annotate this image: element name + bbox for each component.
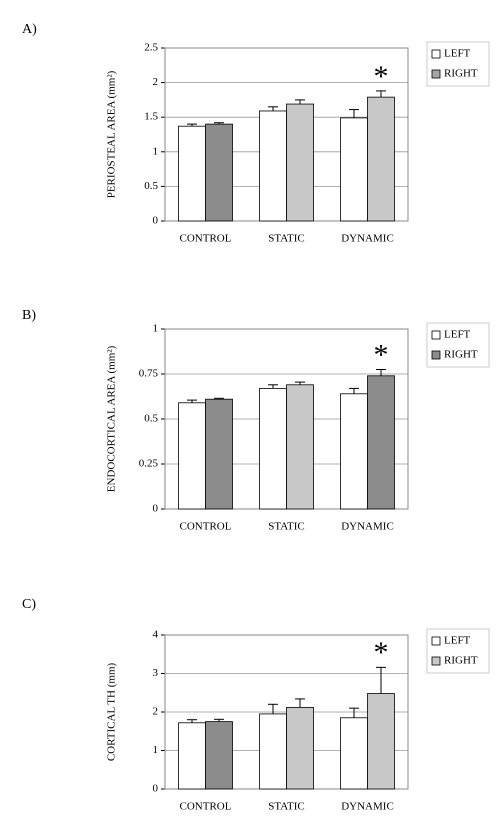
panel-label: C) [22, 597, 36, 612]
y-tick-label: 1 [153, 744, 159, 756]
bar [286, 103, 314, 222]
legend-label: RIGHT [444, 68, 478, 80]
x-tick-label: STATIC [268, 521, 304, 533]
legend-label: LEFT [444, 635, 471, 647]
y-tick-label: 0.75 [139, 368, 159, 380]
panel-label: A) [22, 22, 37, 37]
y-tick-label: 0 [153, 783, 159, 795]
bar [340, 393, 368, 510]
bar [367, 96, 395, 222]
x-tick-label: DYNAMIC [341, 801, 394, 813]
y-tick-label: 0 [153, 215, 159, 227]
bar [178, 402, 206, 510]
legend-label: LEFT [444, 48, 471, 60]
legend-frame [426, 628, 490, 674]
annotation: * [374, 338, 389, 371]
legend-frame [426, 322, 490, 368]
y-tick-label: 2 [153, 76, 159, 88]
y-tick-label: 1 [153, 145, 159, 157]
legend-frame [426, 41, 490, 87]
annotation: * [374, 60, 389, 93]
bar [205, 123, 233, 222]
legend-swatch [431, 636, 441, 646]
bar [259, 110, 287, 222]
legend-swatch [431, 350, 441, 360]
x-tick-label: STATIC [268, 233, 304, 245]
y-axis-label: PERIOSTEAL AREA (mm²) [106, 70, 118, 198]
bar [178, 722, 206, 790]
legend-label: RIGHT [444, 655, 478, 667]
legend-swatch [431, 330, 441, 340]
legend-swatch [431, 656, 441, 666]
chart-panel: C) CORTICAL TH (mm) 0 1 2 3 4 CONTROL STATIC DYNA… [22, 597, 490, 813]
bar [259, 387, 287, 510]
bar [178, 125, 206, 222]
bar [367, 693, 395, 790]
y-tick-label: 1.5 [144, 111, 158, 123]
x-tick-label: STATIC [268, 801, 304, 813]
y-axis-label: CORTICAL TH (mm) [106, 663, 118, 762]
bar [286, 706, 314, 790]
y-tick-label: 0 [153, 503, 159, 515]
y-tick-label: 2 [153, 706, 159, 718]
panel-label: B) [22, 308, 36, 323]
bar [286, 384, 314, 510]
x-tick-label: DYNAMIC [341, 233, 394, 245]
y-tick-label: 0.5 [144, 413, 158, 425]
x-tick-label: CONTROL [180, 521, 232, 533]
y-axis-label: ENDOCORTICAL AREA (mm²) [106, 345, 118, 492]
chart-panel: B) ENDOCORTICAL AREA (mm²) 0 0.25 0.5 0.75 1 CO… [22, 308, 490, 533]
y-tick-label: 4 [153, 629, 159, 641]
bar [340, 717, 368, 790]
bar [367, 375, 395, 510]
bar [205, 398, 233, 510]
legend-label: RIGHT [444, 349, 478, 361]
legend-label: LEFT [444, 329, 471, 341]
bar [205, 721, 233, 790]
legend-swatch [431, 49, 441, 59]
x-tick-label: CONTROL [180, 233, 232, 245]
y-tick-label: 0.5 [144, 180, 158, 192]
y-tick-label: 1 [153, 323, 159, 335]
annotation: * [374, 636, 389, 669]
y-tick-label: 3 [153, 667, 159, 679]
y-tick-label: 2.5 [144, 42, 158, 54]
x-tick-label: CONTROL [180, 801, 232, 813]
chart-panel: A) PERIOSTEAL AREA (mm²) 0 0.5 1 1.5 2 2.5 CONTR… [22, 22, 490, 245]
bar [340, 117, 368, 222]
legend-swatch [431, 69, 441, 79]
x-tick-label: DYNAMIC [341, 521, 394, 533]
bar [259, 713, 287, 790]
y-tick-label: 0.25 [139, 458, 159, 470]
